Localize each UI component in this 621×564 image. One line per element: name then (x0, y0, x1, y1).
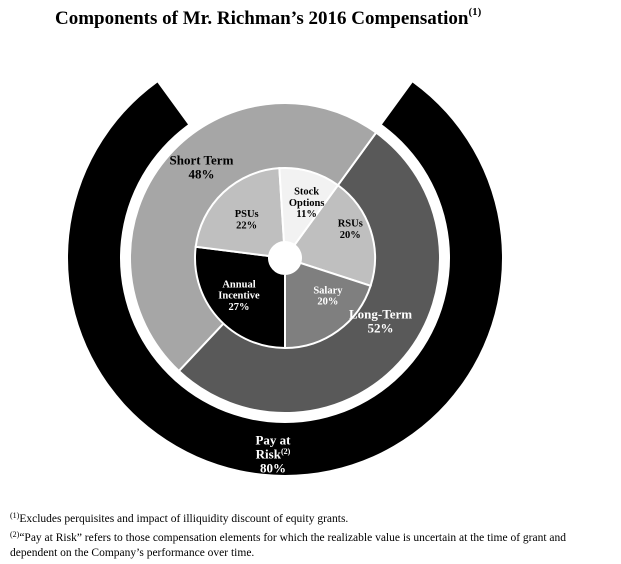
inner-slice-annual-incentive (194, 245, 286, 350)
title-footnote-mark: (1) (468, 6, 482, 18)
footnote-1-mark: (1) (10, 511, 20, 520)
title-text: Components of Mr. Richman’s 2016 Compens… (55, 8, 469, 29)
inner-slice-salary (284, 261, 372, 350)
outer-label-line: Pay at (255, 433, 291, 448)
slice-labels: Pay at Risk(2) 80% Long-Term 52% Short Term 48… (169, 152, 412, 475)
inner-ring (194, 167, 376, 350)
middle-label-line: Long-Term (349, 307, 412, 322)
inner-label-salary: Salary 20% (313, 285, 343, 307)
inner-label-annual-incentive: Annual Incentive 27% (218, 279, 260, 313)
footnote-2-text: “Pay at Risk” refers to those compensati… (10, 532, 567, 559)
middle-value-label: 48% (188, 167, 214, 182)
middle-value-label: 52% (368, 321, 394, 336)
inner-slice-psus (194, 167, 286, 258)
inner-value-label: 20% (340, 230, 361, 241)
inner-value-label: 11% (296, 209, 316, 220)
footnote-2-mark: (2) (10, 530, 20, 539)
footnote-2: (2)“Pay at Risk” refers to those compens… (10, 527, 615, 561)
footnotes: (1)Excludes perquisites and impact of il… (10, 508, 615, 561)
outer-label-line: Risk (256, 447, 282, 462)
inner-label-line: Stock (294, 187, 319, 198)
inner-slice-stock-options (278, 167, 340, 247)
inner-label-rsus: RSUs 20% (338, 219, 363, 241)
outer-label-pay-at-risk: Pay at Risk(2) 80% (255, 433, 291, 476)
outer-label-footnote-mark: (2) (281, 447, 291, 456)
inner-label-line: PSUs (235, 209, 259, 220)
middle-label-short-term: Short Term 48% (169, 152, 233, 181)
inner-label-line: RSUs (338, 219, 363, 230)
inner-label-stock-options: Stock Options 11% (289, 187, 325, 221)
inner-value-label: 20% (317, 297, 338, 308)
footnote-1: (1)Excludes perquisites and impact of il… (10, 508, 615, 527)
inner-value-label: 22% (236, 221, 257, 232)
inner-label-line: Incentive (218, 291, 260, 302)
middle-label-long-term: Long-Term 52% (349, 307, 412, 336)
page-title: Components of Mr. Richman’s 2016 Compens… (55, 6, 481, 30)
inner-value-label: 27% (228, 302, 249, 313)
inner-label-line: Salary (313, 285, 343, 296)
inner-label-line: Options (289, 198, 325, 209)
inner-label-psus: PSUs 22% (235, 209, 259, 231)
middle-label-line: Short Term (169, 152, 233, 167)
compensation-donut-chart: Pay at Risk(2) 80% Long-Term 52% Short Term 48… (68, 82, 503, 476)
footnote-1-text: Excludes perquisites and impact of illiq… (19, 513, 349, 525)
outer-value-label: 80% (260, 461, 286, 476)
inner-slice-rsus (293, 183, 376, 288)
inner-label-line: Annual (222, 279, 255, 290)
middle-ring (129, 102, 441, 414)
